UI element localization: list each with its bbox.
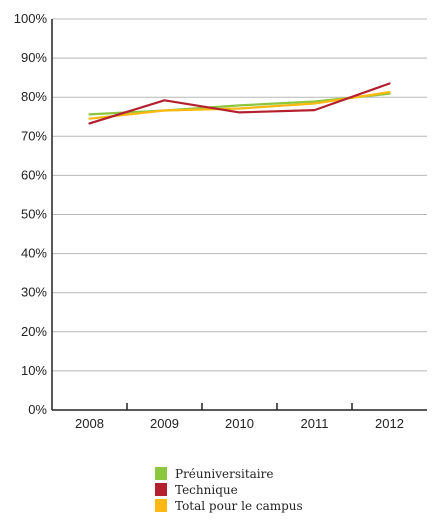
y-tick-label: 80% xyxy=(21,89,47,104)
y-tick-label: 20% xyxy=(21,324,47,339)
x-axis-ticks: 2008 2009 2010 2011 2012 xyxy=(75,403,404,431)
x-tick-label: 2010 xyxy=(225,416,254,431)
y-tick-label: 30% xyxy=(21,285,47,300)
gridlines xyxy=(52,18,427,372)
legend-swatch xyxy=(155,483,167,496)
y-tick-label: 70% xyxy=(21,128,47,143)
legend-label: Préuniversitaire xyxy=(175,467,273,481)
x-tick-label: 2012 xyxy=(375,416,404,431)
x-tick-label: 2011 xyxy=(301,416,329,431)
y-tick-label: 100% xyxy=(14,11,48,26)
legend: Préuniversitaire Technique Total pour le c… xyxy=(155,467,303,513)
legend-swatch xyxy=(155,499,167,512)
x-tick-label: 2009 xyxy=(150,416,179,431)
y-tick-label: 0% xyxy=(28,402,47,417)
y-tick-label: 60% xyxy=(21,167,47,182)
series-line-1 xyxy=(88,82,391,125)
y-tick-label: 90% xyxy=(21,50,47,65)
legend-label: Technique xyxy=(175,483,238,497)
y-tick-label: 50% xyxy=(21,207,47,222)
y-tick-label: 10% xyxy=(21,363,47,378)
y-tick-label: 40% xyxy=(21,246,47,261)
series-lines xyxy=(88,82,391,125)
x-tick-label: 2008 xyxy=(75,416,104,431)
legend-swatch xyxy=(155,467,167,480)
series-line-2 xyxy=(88,90,391,120)
legend-label: Total pour le campus xyxy=(175,499,303,513)
y-axis-ticks: 0% 10% 20% 30% 40% 50% 60% 70% 80% 90% 100% xyxy=(14,11,48,417)
